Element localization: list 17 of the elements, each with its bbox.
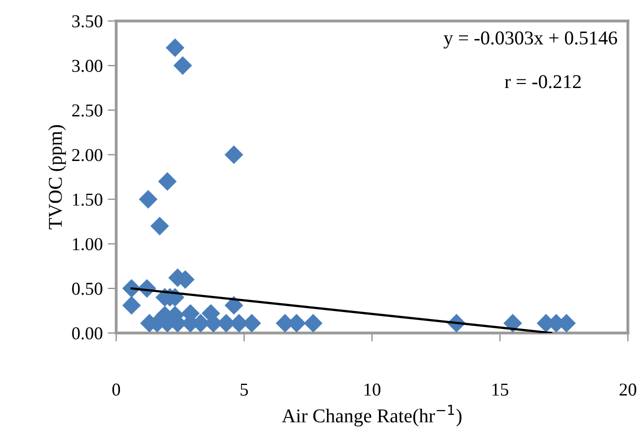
y-tick-label: 3.00 <box>72 60 102 72</box>
y-axis-title: TVOC (ppm) <box>48 125 66 230</box>
y-tick-label: 2.00 <box>72 148 102 162</box>
x-axis-title: Air Change Rate(hr$^{−1}$) <box>282 404 462 426</box>
annotation: y = -0.0303x + 0.5146 <box>444 31 618 49</box>
y-tick-label: 2.50 <box>72 104 102 117</box>
annotation: r = -0.212 <box>504 75 581 88</box>
y-tick-label: 1.00 <box>73 238 102 250</box>
x-tick-label: 15 <box>492 384 508 396</box>
y-tick-label: 3.50 <box>72 15 102 28</box>
x-tick-label: 5 <box>240 384 248 396</box>
y-tick-label: 0.00 <box>72 327 102 340</box>
x-tick-label: 20 <box>620 384 636 396</box>
y-tick-label: 1.50 <box>73 194 102 206</box>
x-tick-label: 10 <box>364 384 380 396</box>
x-tick-label: 0 <box>112 384 120 396</box>
y-tick-label: 0.50 <box>72 282 102 295</box>
